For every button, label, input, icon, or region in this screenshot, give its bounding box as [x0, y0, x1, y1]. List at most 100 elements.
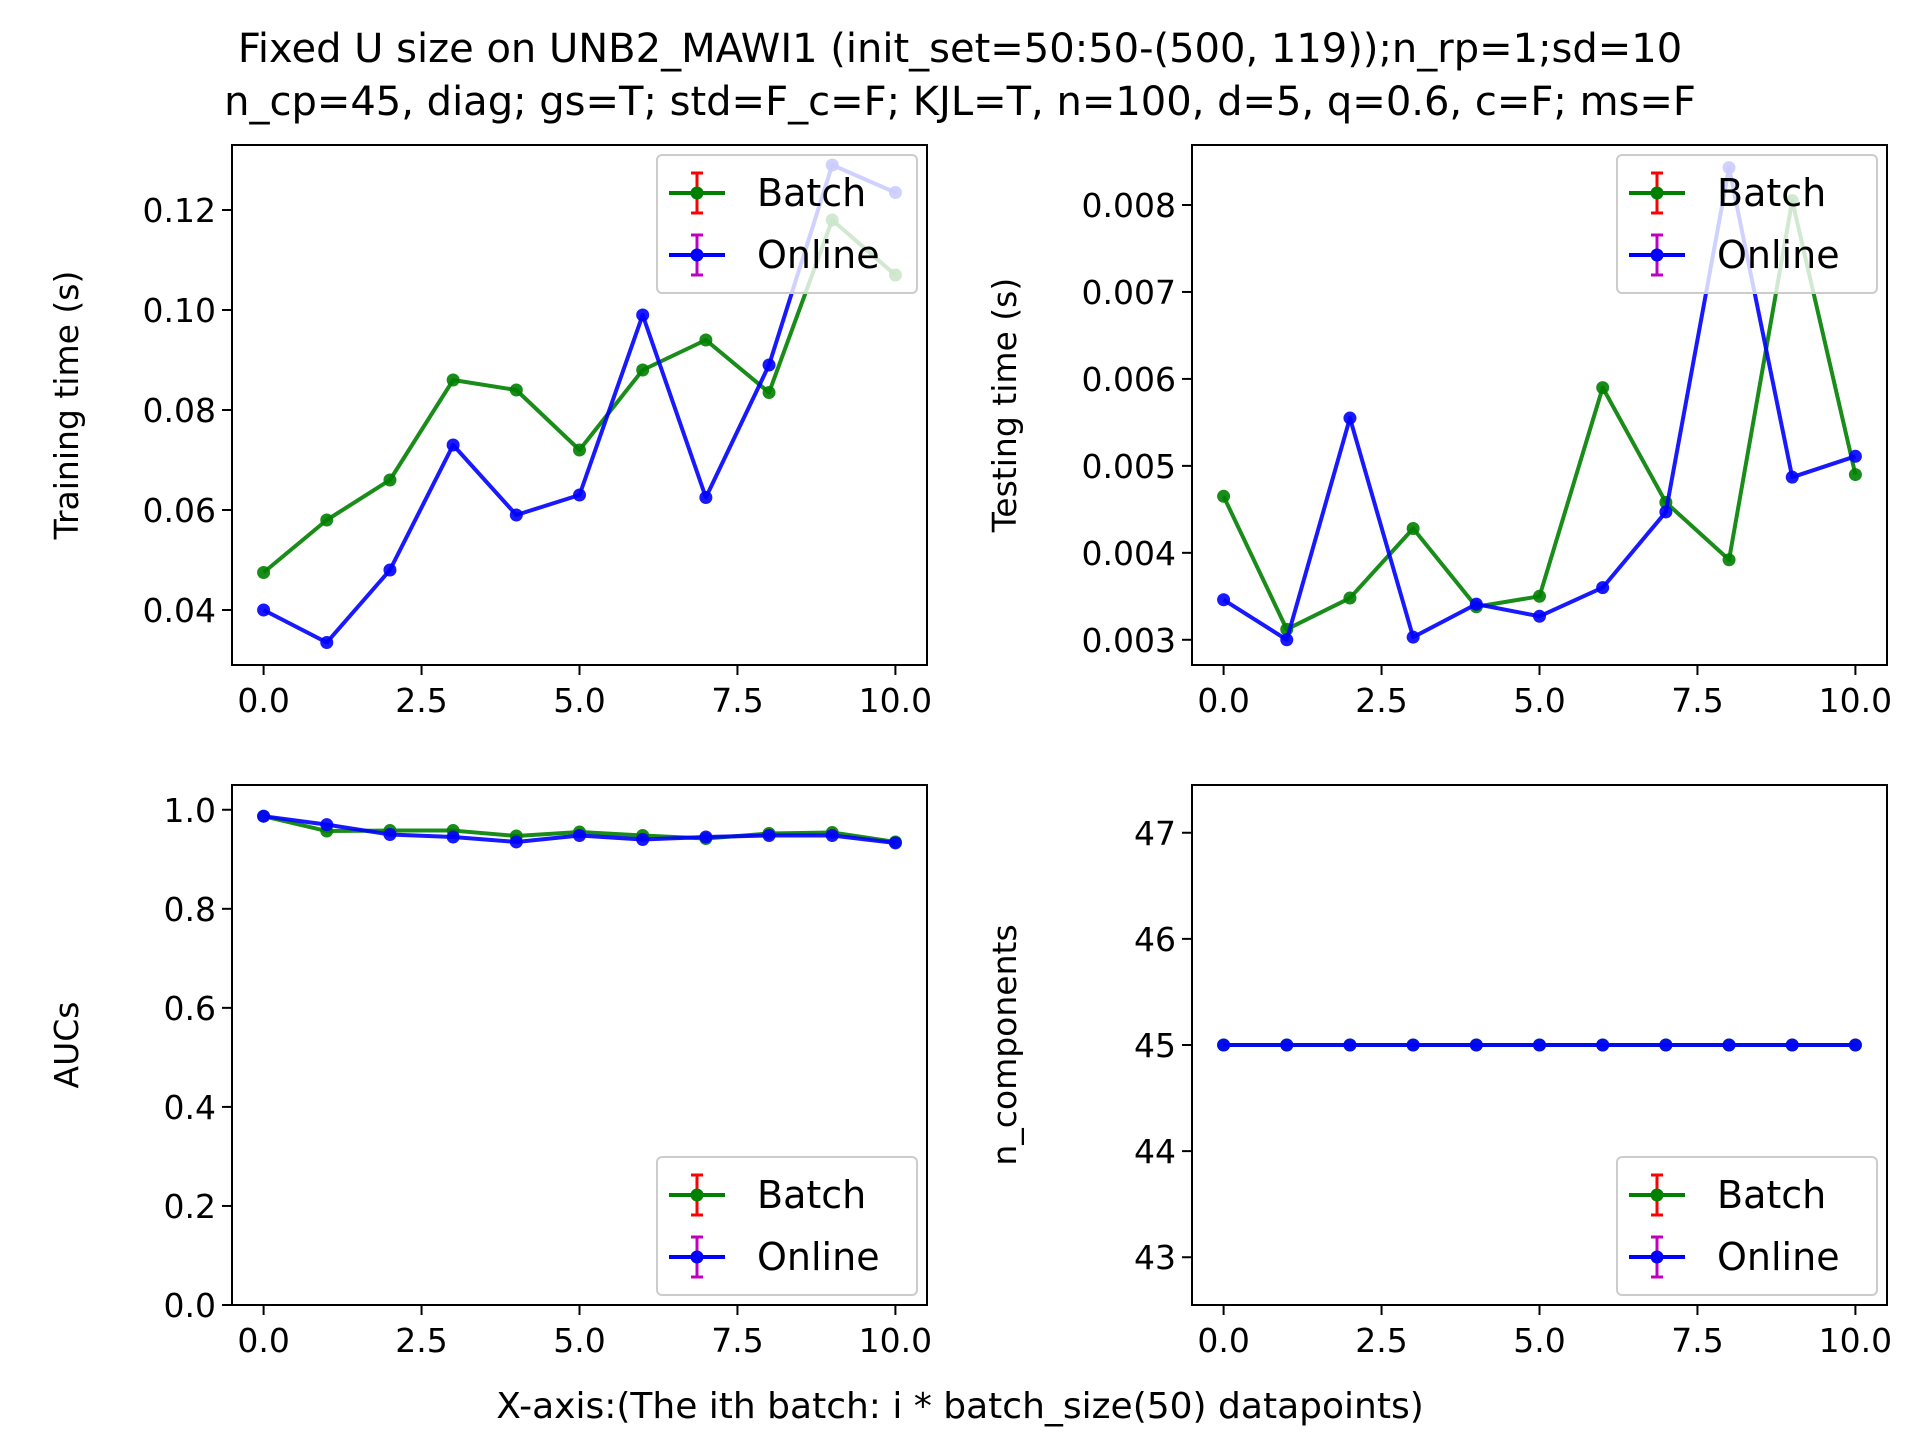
- data-point-online: [1596, 581, 1610, 595]
- data-point-online: [888, 836, 902, 850]
- data-point-batch: [699, 333, 713, 347]
- x-tick-label: 5.0: [1513, 1321, 1565, 1360]
- data-point-online: [1848, 449, 1862, 463]
- data-point-online: [573, 829, 586, 843]
- plot-area-frame: [231, 784, 928, 1306]
- legend-label-batch: Batch: [1717, 171, 1826, 215]
- x-tick-label: 2.5: [395, 681, 447, 720]
- data-point-online: [320, 636, 334, 649]
- y-axis-label: Training time (s): [47, 271, 86, 541]
- subplot-4: 0.0 2.5 5.0 7.5 10.0 43 44 45 46 47 n_components Ba…: [985, 784, 1892, 1360]
- y-axis-label: AUCs: [47, 1002, 86, 1089]
- y-tick-label: 0.8: [164, 890, 216, 929]
- data-point-online: [1469, 597, 1483, 611]
- y-tick-label: 43: [1134, 1238, 1176, 1277]
- y-tick-label: 0.2: [164, 1187, 216, 1226]
- legend-marker-batch: [1650, 1188, 1664, 1202]
- data-point-online: [257, 603, 271, 617]
- subplot-2: 0.0 2.5 5.0 7.5 10.0 0.003 0.004 0.005 0.006 0.00…: [985, 144, 1892, 720]
- plot-area-frame: [1191, 784, 1888, 1306]
- data-point-online: [383, 828, 397, 842]
- figure-title-line-2: n_cp=45, diag; gs=T; std=F_c=F; KJL=T, n…: [224, 79, 1696, 125]
- x-tick-label: 10.0: [1819, 681, 1892, 720]
- y-tick-label: 0.4: [164, 1088, 216, 1127]
- y-tick-label: 0.004: [1082, 534, 1176, 573]
- data-point-online: [1217, 593, 1231, 607]
- x-tick-label: 10.0: [859, 1321, 932, 1360]
- legend-marker-online: [1650, 248, 1664, 262]
- y-axis-label: n_components: [985, 924, 1024, 1165]
- data-point-online: [825, 829, 839, 843]
- data-point-online: [1848, 1038, 1862, 1052]
- data-point-online: [1280, 1038, 1294, 1052]
- x-tick-label: 7.5: [1671, 1321, 1723, 1360]
- data-point-batch: [573, 443, 586, 457]
- data-point-online: [1406, 1038, 1420, 1052]
- data-point-online: [1343, 411, 1357, 425]
- y-tick-label: 0.007: [1082, 273, 1176, 312]
- figure-x-axis-label: X-axis:(The ith batch: i * batch_size(50…: [496, 1386, 1424, 1427]
- legend: Batch Online: [1616, 1156, 1878, 1296]
- legend-box: [656, 1156, 918, 1296]
- x-tick-label: 10.0: [1819, 1321, 1892, 1360]
- data-point-online: [762, 829, 776, 843]
- x-tick-label: 0.0: [237, 681, 289, 720]
- legend-box: [1616, 1156, 1878, 1296]
- y-tick-label: 0.04: [143, 591, 216, 630]
- y-tick-label: 0.10: [143, 291, 216, 330]
- data-point-batch: [1406, 521, 1420, 535]
- legend-marker-batch: [690, 1188, 704, 1202]
- y-tick-label: 44: [1134, 1132, 1176, 1171]
- y-tick-label: 45: [1134, 1026, 1176, 1065]
- data-point-online: [699, 491, 713, 504]
- data-point-batch: [320, 513, 334, 527]
- x-tick-label: 0.0: [237, 1321, 289, 1360]
- data-point-batch: [636, 363, 650, 377]
- x-tick-label: 5.0: [1513, 681, 1565, 720]
- data-point-online: [1217, 1038, 1231, 1052]
- data-point-online: [1785, 1038, 1799, 1052]
- y-tick-label: 0.005: [1082, 447, 1176, 486]
- legend: Batch Online: [1616, 154, 1878, 294]
- legend-label-online: Online: [1717, 233, 1840, 277]
- subplot-grid: 0.0 2.5 5.0 7.5 10.0 0.04 0.06 0.08 0.10 0.12 Trai…: [47, 144, 1892, 1360]
- legend-marker-online: [1650, 1250, 1664, 1264]
- data-point-batch: [383, 473, 397, 487]
- data-point-online: [1533, 1038, 1546, 1052]
- data-point-batch: [257, 566, 271, 579]
- legend-label-batch: Batch: [757, 1173, 866, 1217]
- data-point-online: [636, 832, 650, 846]
- legend-label-batch: Batch: [1717, 1173, 1826, 1217]
- legend-marker-online: [690, 1250, 704, 1264]
- data-point-online: [1785, 470, 1799, 484]
- data-point-batch: [509, 383, 523, 397]
- plot-area-frame: [1191, 144, 1888, 666]
- x-tick-label: 0.0: [1197, 681, 1249, 720]
- y-tick-label: 0.006: [1082, 360, 1176, 399]
- figure-title-line-1: Fixed U size on UNB2_MAWI1 (init_set=50:…: [238, 26, 1682, 72]
- data-point-online: [1343, 1038, 1357, 1052]
- legend-label-online: Online: [1717, 1235, 1840, 1279]
- subplot-3: 0.0 2.5 5.0 7.5 10.0 0.0 0.2 0.4 0.6 0.8 1.0 AUCs Ba…: [47, 784, 932, 1360]
- data-point-online: [257, 809, 271, 823]
- data-point-online: [446, 830, 460, 844]
- y-tick-label: 0.12: [143, 191, 216, 230]
- y-tick-label: 0.08: [143, 391, 216, 430]
- legend-box: [656, 154, 918, 294]
- legend-label-online: Online: [757, 1235, 880, 1279]
- plot-area-frame: [231, 144, 928, 666]
- data-point-online: [1533, 609, 1546, 623]
- x-tick-label: 2.5: [395, 1321, 447, 1360]
- data-point-online: [699, 830, 713, 844]
- legend: Batch Online: [656, 1156, 918, 1296]
- x-tick-label: 10.0: [859, 681, 932, 720]
- y-tick-label: 0.008: [1082, 186, 1176, 225]
- data-point-batch: [1596, 381, 1610, 395]
- data-point-online: [1469, 1038, 1483, 1052]
- x-tick-label: 7.5: [711, 681, 763, 720]
- data-point-online: [1596, 1038, 1610, 1052]
- y-tick-label: 46: [1134, 920, 1176, 959]
- subplot-1: 0.0 2.5 5.0 7.5 10.0 0.04 0.06 0.08 0.10 0.12 Trai…: [47, 144, 932, 720]
- legend-marker-batch: [690, 186, 704, 200]
